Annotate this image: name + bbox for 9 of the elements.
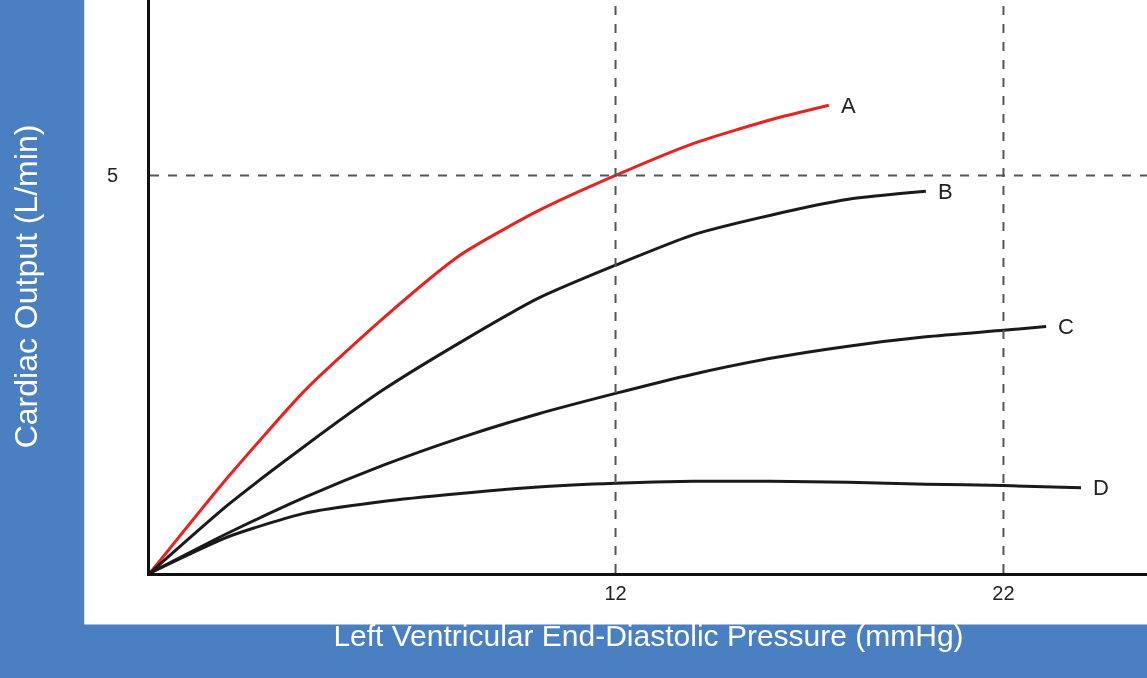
x-tick-label: 22 — [992, 582, 1015, 604]
series-label: D — [1093, 475, 1109, 500]
series-label: A — [841, 93, 856, 118]
y-axis-title: Cardiac Output (L/min) — [8, 124, 45, 449]
series-label: B — [938, 179, 953, 204]
text: 5 — [107, 164, 119, 186]
x-axis-title: Left Ventricular End-Diastolic Pressure (mmHg) — [333, 618, 964, 652]
series-label: C — [1058, 314, 1074, 339]
x-tick-label: 12 — [604, 582, 627, 604]
